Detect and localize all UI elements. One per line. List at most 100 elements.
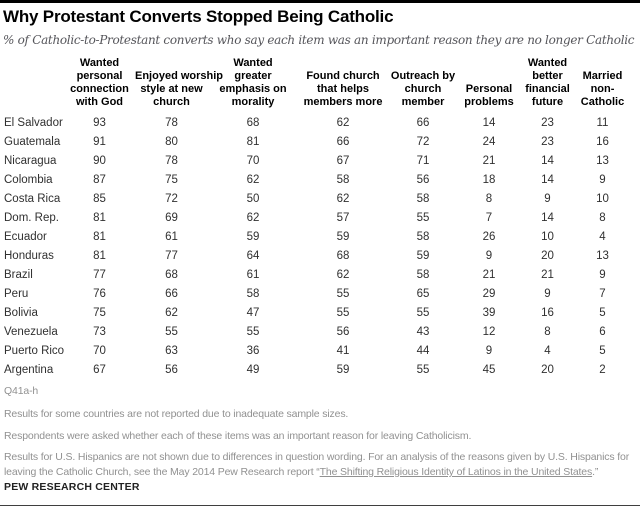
- country-label: Argentina: [4, 363, 54, 376]
- value-cell: 67: [93, 363, 106, 376]
- value-cell: 81: [93, 230, 106, 243]
- value-cell: 23: [541, 135, 554, 148]
- value-cell: 75: [165, 173, 178, 186]
- value-cell: 14: [541, 173, 554, 186]
- value-cell: 71: [416, 154, 430, 167]
- value-cell: 4: [599, 230, 606, 243]
- page-title: Why Protestant Converts Stopped Being Ca…: [3, 7, 394, 26]
- footnote-us-hispanics: Results for U.S. Hispanics are not shown…: [4, 450, 638, 480]
- value-cell: 59: [246, 230, 260, 243]
- country-label: Puerto Rico: [4, 344, 65, 357]
- value-cell: 68: [246, 116, 260, 129]
- table-row: Argentina 67 56 49 59 55 45 20 2: [0, 360, 630, 379]
- country-label: Honduras: [4, 249, 54, 262]
- value-cell: 21: [482, 268, 496, 281]
- value-cell: 50: [246, 192, 260, 205]
- bottom-rule: [0, 505, 640, 506]
- value-cell: 9: [544, 287, 551, 300]
- table-row: Nicaragua 90 78 70 67 71 21 14 13: [0, 151, 630, 170]
- country-label: Venezuela: [4, 325, 58, 338]
- country-label: Nicaragua: [4, 154, 57, 167]
- value-cell: 67: [336, 154, 350, 167]
- value-cell: 10: [596, 192, 609, 205]
- value-cell: 62: [165, 306, 178, 319]
- table-row: Peru 76 66 58 55 65 29 9 7: [0, 284, 630, 303]
- value-cell: 39: [482, 306, 496, 319]
- value-cell: 49: [246, 363, 260, 376]
- value-cell: 70: [93, 344, 106, 357]
- value-cell: 58: [246, 287, 260, 300]
- value-cell: 68: [165, 268, 178, 281]
- value-cell: 62: [336, 192, 350, 205]
- value-cell: 63: [165, 344, 178, 357]
- value-cell: 14: [541, 154, 554, 167]
- footnote-sample-sizes: Results for some countries are not repor…: [4, 408, 349, 420]
- value-cell: 41: [336, 344, 350, 357]
- header-row: Wanted personal connection with God Enjoy…: [0, 57, 630, 113]
- value-cell: 58: [416, 192, 430, 205]
- value-cell: 58: [336, 173, 350, 186]
- value-cell: 72: [416, 135, 430, 148]
- value-cell: 57: [336, 211, 350, 224]
- value-cell: 2: [599, 363, 606, 376]
- value-cell: 7: [599, 287, 606, 300]
- value-cell: 45: [482, 363, 496, 376]
- value-cell: 9: [599, 173, 606, 186]
- report-link[interactable]: The Shifting Religious Identity of Latin…: [319, 466, 593, 478]
- country-column-header: [0, 57, 64, 113]
- table-row: Bolivia 75 62 47 55 55 39 16 5: [0, 303, 630, 322]
- value-cell: 58: [416, 268, 430, 281]
- country-label: El Salvador: [4, 116, 63, 129]
- page-subtitle: % of Catholic-to-Protestant converts who…: [3, 33, 635, 47]
- footnote-text-before-link: Results for U.S. Hispanics are not shown…: [4, 451, 630, 478]
- value-cell: 55: [336, 287, 350, 300]
- column-header: Wanted better financial future: [525, 57, 570, 108]
- value-cell: 7: [485, 211, 493, 224]
- value-cell: 76: [93, 287, 106, 300]
- country-label: Bolivia: [4, 306, 38, 319]
- value-cell: 5: [599, 344, 606, 357]
- value-cell: 9: [544, 192, 551, 205]
- value-cell: 56: [416, 173, 430, 186]
- column-header: Married non- Catholic: [580, 70, 625, 108]
- top-accent-bar: [0, 0, 640, 3]
- value-cell: 77: [165, 249, 178, 262]
- value-cell: 55: [416, 363, 430, 376]
- value-cell: 21: [541, 268, 554, 281]
- table-row: El Salvador 93 78 68 62 66 14 23 11: [0, 113, 630, 132]
- value-cell: 75: [93, 306, 106, 319]
- value-cell: 72: [165, 192, 178, 205]
- value-cell: 62: [336, 116, 350, 129]
- value-cell: 62: [246, 211, 260, 224]
- value-cell: 62: [336, 268, 350, 281]
- value-cell: 81: [93, 211, 106, 224]
- value-cell: 16: [596, 135, 609, 148]
- table-row: Venezuela 73 55 55 56 43 12 8 6: [0, 322, 630, 341]
- value-cell: 47: [246, 306, 260, 319]
- footnote-text-after-link: .”: [592, 466, 599, 478]
- value-cell: 18: [482, 173, 496, 186]
- value-cell: 43: [416, 325, 430, 338]
- value-cell: 23: [541, 116, 554, 129]
- value-cell: 58: [416, 230, 430, 243]
- footnote-question-wording: Respondents were asked whether each of t…: [4, 430, 472, 442]
- value-cell: 12: [482, 325, 496, 338]
- value-cell: 73: [93, 325, 106, 338]
- value-cell: 5: [599, 306, 606, 319]
- value-cell: 64: [246, 249, 260, 262]
- column-header: Enjoyed worship style at new church: [135, 70, 224, 108]
- value-cell: 81: [246, 135, 260, 148]
- value-cell: 20: [541, 363, 554, 376]
- value-cell: 9: [485, 344, 493, 357]
- value-cell: 14: [482, 116, 496, 129]
- value-cell: 59: [416, 249, 430, 262]
- value-cell: 6: [599, 325, 606, 338]
- value-cell: 20: [541, 249, 554, 262]
- country-label: Guatemala: [4, 135, 61, 148]
- source-label: PEW RESEARCH CENTER: [4, 481, 140, 493]
- value-cell: 55: [165, 325, 178, 338]
- value-cell: 56: [336, 325, 350, 338]
- table-row: Guatemala 91 80 81 66 72 24 23 16: [0, 132, 630, 151]
- value-cell: 66: [416, 116, 430, 129]
- value-cell: 91: [93, 135, 106, 148]
